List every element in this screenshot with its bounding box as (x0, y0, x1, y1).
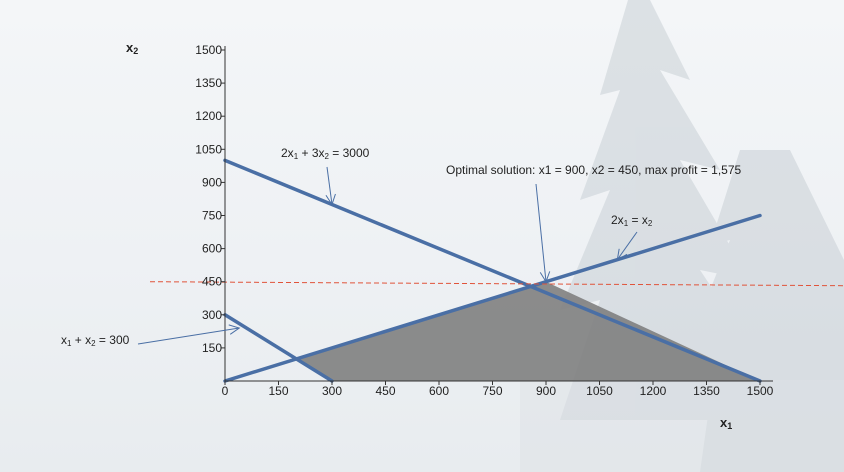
x-tick-label: 0 (222, 384, 229, 398)
constraint-line-2 (223, 313, 334, 383)
y-axis-title: x2 (126, 40, 138, 56)
y-tick-label: 1200 (195, 109, 222, 123)
x-tick-label: 150 (268, 384, 288, 398)
annotation-arrow-3 (616, 231, 638, 261)
x-tick-label: 750 (482, 384, 502, 398)
x-tick-label: 1200 (640, 384, 667, 398)
y-tick-label: 1350 (195, 76, 222, 90)
y-tick-label: 1500 (195, 43, 222, 57)
y-tick-label: 300 (202, 308, 222, 322)
x-tick-label: 1050 (586, 384, 613, 398)
y-tick-label: 600 (202, 242, 222, 256)
y-tick-label: 150 (202, 341, 222, 355)
y-tick-label: 1050 (195, 142, 222, 156)
annotation-arrow-4 (137, 324, 241, 345)
y-tick-label: 750 (202, 209, 222, 223)
objective-line (149, 281, 844, 287)
annotation-arrow-2 (535, 183, 551, 283)
feasible-region (296, 281, 760, 381)
x-tick-label: 450 (375, 384, 395, 398)
annotation-arrow-1 (325, 166, 336, 206)
label-constraint-2x1-3x2: 2x1 + 3x2 = 3000 (281, 146, 370, 161)
x-tick-label: 1350 (693, 384, 720, 398)
x-axis-title: x1 (720, 415, 732, 431)
x-tick-label: 1500 (747, 384, 774, 398)
constraint-line-3 (223, 213, 762, 383)
x-tick-label: 600 (429, 384, 449, 398)
x-tick-label: 300 (322, 384, 342, 398)
y-tick-label: 900 (202, 175, 222, 189)
y-tick-label: 450 (202, 275, 222, 289)
x-tick-label: 900 (536, 384, 556, 398)
label-constraint-2x1-x2: 2x1 = x2 (611, 213, 653, 228)
label-constraint-x1-x2: x1 + x2 = 300 (61, 333, 130, 348)
constraint-line-1 (223, 158, 762, 383)
label-optimal-solution: Optimal solution: x1 = 900, x2 = 450, ma… (446, 163, 741, 177)
